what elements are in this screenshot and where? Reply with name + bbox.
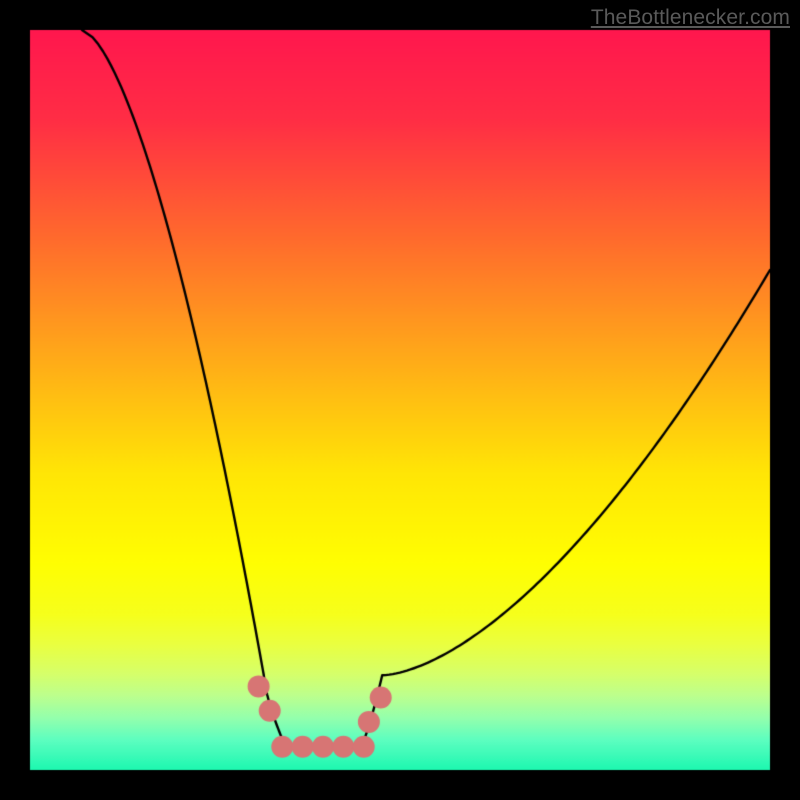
- watermark-link[interactable]: TheBottlenecker.com: [591, 6, 790, 30]
- chart-root: TheBottlenecker.com: [0, 0, 800, 800]
- bottleneck-curve-canvas: [0, 0, 800, 800]
